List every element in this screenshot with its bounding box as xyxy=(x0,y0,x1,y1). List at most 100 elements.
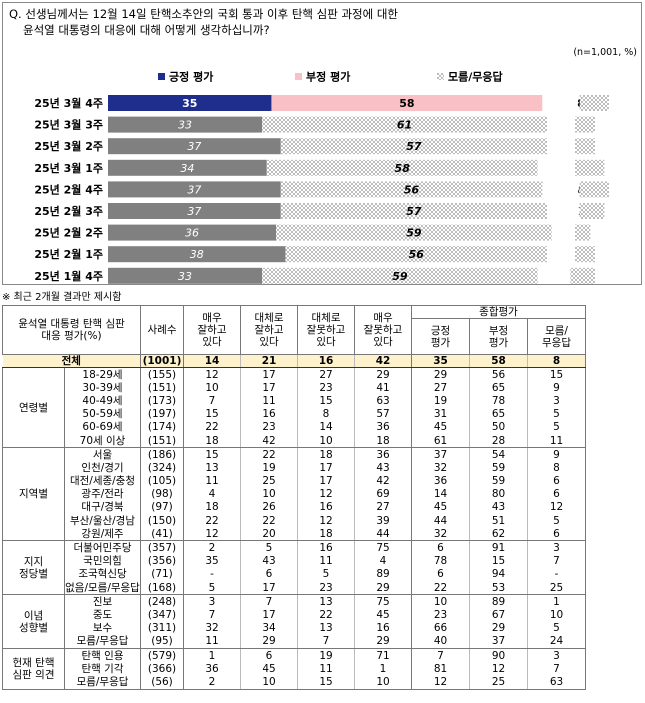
bar-segment xyxy=(280,203,547,219)
cell: 29 xyxy=(354,367,412,382)
row-n: (41) xyxy=(140,527,184,542)
row-n: (105) xyxy=(140,474,184,488)
cell: 25 xyxy=(527,581,586,596)
cell: 15 xyxy=(469,554,528,568)
cell: 10 xyxy=(240,487,298,501)
crosstab: 윤석열 대통령 탄핵 심판 대응 평가(%) 사례수 매우 잘하고 있다 대체로 잘하고 있다 대… xyxy=(2,305,586,690)
cell: 12 xyxy=(183,527,241,542)
cell: 22 xyxy=(183,514,241,528)
cell: 57 xyxy=(354,407,412,421)
cell: 65 xyxy=(469,381,528,395)
chart-panel: Q. 선생님께서는 12월 14일 탄핵소추안의 국회 통과 이후 탄핵 심판 … xyxy=(2,2,642,285)
cell: 69 xyxy=(354,487,412,501)
row-label: 중도 xyxy=(64,608,141,622)
data-label: 35 xyxy=(182,97,197,110)
table-row: 없음/모름/무응답 (168) 5 17 23 29 22 53 25 xyxy=(3,581,586,596)
chart-legend: 긍정 평가 부정 평가 모름/무응답 xyxy=(158,70,503,84)
table-row: 지지 정당별 더불어민주당 (357) 2 5 16 75 6 91 3 xyxy=(2,540,586,596)
bar-segment xyxy=(276,224,552,241)
cell: 45 xyxy=(240,662,298,676)
cell: 50 xyxy=(469,420,528,434)
cell: 18 xyxy=(183,433,241,449)
cell: 8 xyxy=(297,407,355,421)
header-summary-col: 모름/무응답 xyxy=(527,318,586,355)
row-label: 서울 xyxy=(64,447,141,462)
row-label: 탄핵 기각 xyxy=(64,662,141,676)
cell: 12 xyxy=(183,367,241,382)
cell: 59 xyxy=(469,461,528,475)
cell: 91 xyxy=(469,540,528,555)
cell: 9 xyxy=(527,381,586,395)
cell: 11 xyxy=(527,433,586,449)
cell: 25 xyxy=(240,474,298,488)
header-col: 매우 잘하고 있다 xyxy=(183,305,241,355)
bar-segment-dk xyxy=(575,138,596,155)
question-line-1: Q. 선생님께서는 12월 14일 탄핵소추안의 국회 통과 이후 탄핵 심판 … xyxy=(9,7,398,21)
header-corner: 윤석열 대통령 탄핵 심판 대응 평가(%) xyxy=(2,305,141,355)
row-label: 국민의힘 xyxy=(64,554,141,568)
cell: 56 xyxy=(469,367,528,382)
cell: 15 xyxy=(183,407,241,421)
cell: 41 xyxy=(354,381,412,395)
row-label: 부산/울산/경남 xyxy=(64,514,141,528)
cell: 17 xyxy=(240,581,298,596)
cell: 6 xyxy=(240,648,298,663)
cell: 5 xyxy=(527,420,586,434)
cell: 3 xyxy=(527,648,586,663)
cell: 36 xyxy=(411,474,470,488)
table-row: 탄핵 기각 (366) 36 45 11 1 81 12 7 xyxy=(3,662,586,676)
legend-label-0: 긍정 평가 xyxy=(169,70,213,84)
bar-segment-dk xyxy=(575,246,596,263)
header-col: 대체로 잘하고 있다 xyxy=(240,305,298,355)
cell: 29 xyxy=(354,634,412,649)
bar-segment xyxy=(108,203,281,219)
total-row: 전체 (1001) 14 21 16 42 35 58 8 xyxy=(2,354,586,368)
cell: 9 xyxy=(527,447,586,462)
cell: 24 xyxy=(527,634,586,649)
cell: 32 xyxy=(183,621,241,635)
cell: 15 xyxy=(183,447,241,462)
cell: 18 xyxy=(183,500,241,515)
row-n: (174) xyxy=(140,420,184,434)
cell: 78 xyxy=(411,554,470,568)
table-row: 대구/경북 (97) 18 26 16 27 45 43 12 xyxy=(3,500,586,515)
row-n: (150) xyxy=(140,514,184,528)
bar-segment-dk xyxy=(570,267,596,284)
data-label: 59 xyxy=(406,227,422,240)
bar-segment-dk xyxy=(575,159,605,176)
cell: 6 xyxy=(411,567,470,581)
cell: - xyxy=(183,567,241,581)
cell: 45 xyxy=(354,608,412,622)
cell: 13 xyxy=(183,461,241,475)
cell: 11 xyxy=(297,554,355,568)
cell: 19 xyxy=(411,394,470,408)
cell: 21 xyxy=(240,354,298,368)
row-n: (186) xyxy=(140,447,184,462)
table-row: 조국혁신당 (71) -6 5 89 6 94- xyxy=(3,567,586,581)
data-label: 57 xyxy=(406,140,422,153)
table-row: 보수 (311) 32 34 13 16 66 29 5 xyxy=(3,621,586,635)
cell: 6 xyxy=(527,527,586,542)
cell: 36 xyxy=(183,662,241,676)
cell: 62 xyxy=(469,527,528,542)
category-label: 25년 2월 1주 xyxy=(34,247,103,261)
bar-segment-dk xyxy=(579,95,610,111)
cell: 12 xyxy=(527,500,586,515)
cell: 35 xyxy=(183,554,241,568)
cell: 16 xyxy=(297,500,355,515)
data-label: 37 xyxy=(187,140,201,153)
cell: 44 xyxy=(411,514,470,528)
table-row: 광주/전라 (98) 4 10 12 69 14 80 6 xyxy=(3,487,586,501)
header-row: 윤석열 대통령 탄핵 심판 대응 평가(%) 사례수 매우 잘하고 있다 대체로 잘하고 있다 대… xyxy=(2,305,586,355)
bar-segment xyxy=(108,159,267,176)
cell: 6 xyxy=(527,487,586,501)
row-label: 전체 xyxy=(2,354,141,368)
data-label: 33 xyxy=(178,119,192,132)
row-n: (324) xyxy=(140,461,184,475)
cell: 17 xyxy=(240,367,298,382)
cell: 18 xyxy=(297,527,355,542)
cell: 44 xyxy=(354,527,412,542)
cell: 39 xyxy=(354,514,412,528)
table-row: 70세 이상 (151) 18 42 10 18 61 28 11 xyxy=(3,433,586,449)
row-n: (151) xyxy=(140,381,184,395)
